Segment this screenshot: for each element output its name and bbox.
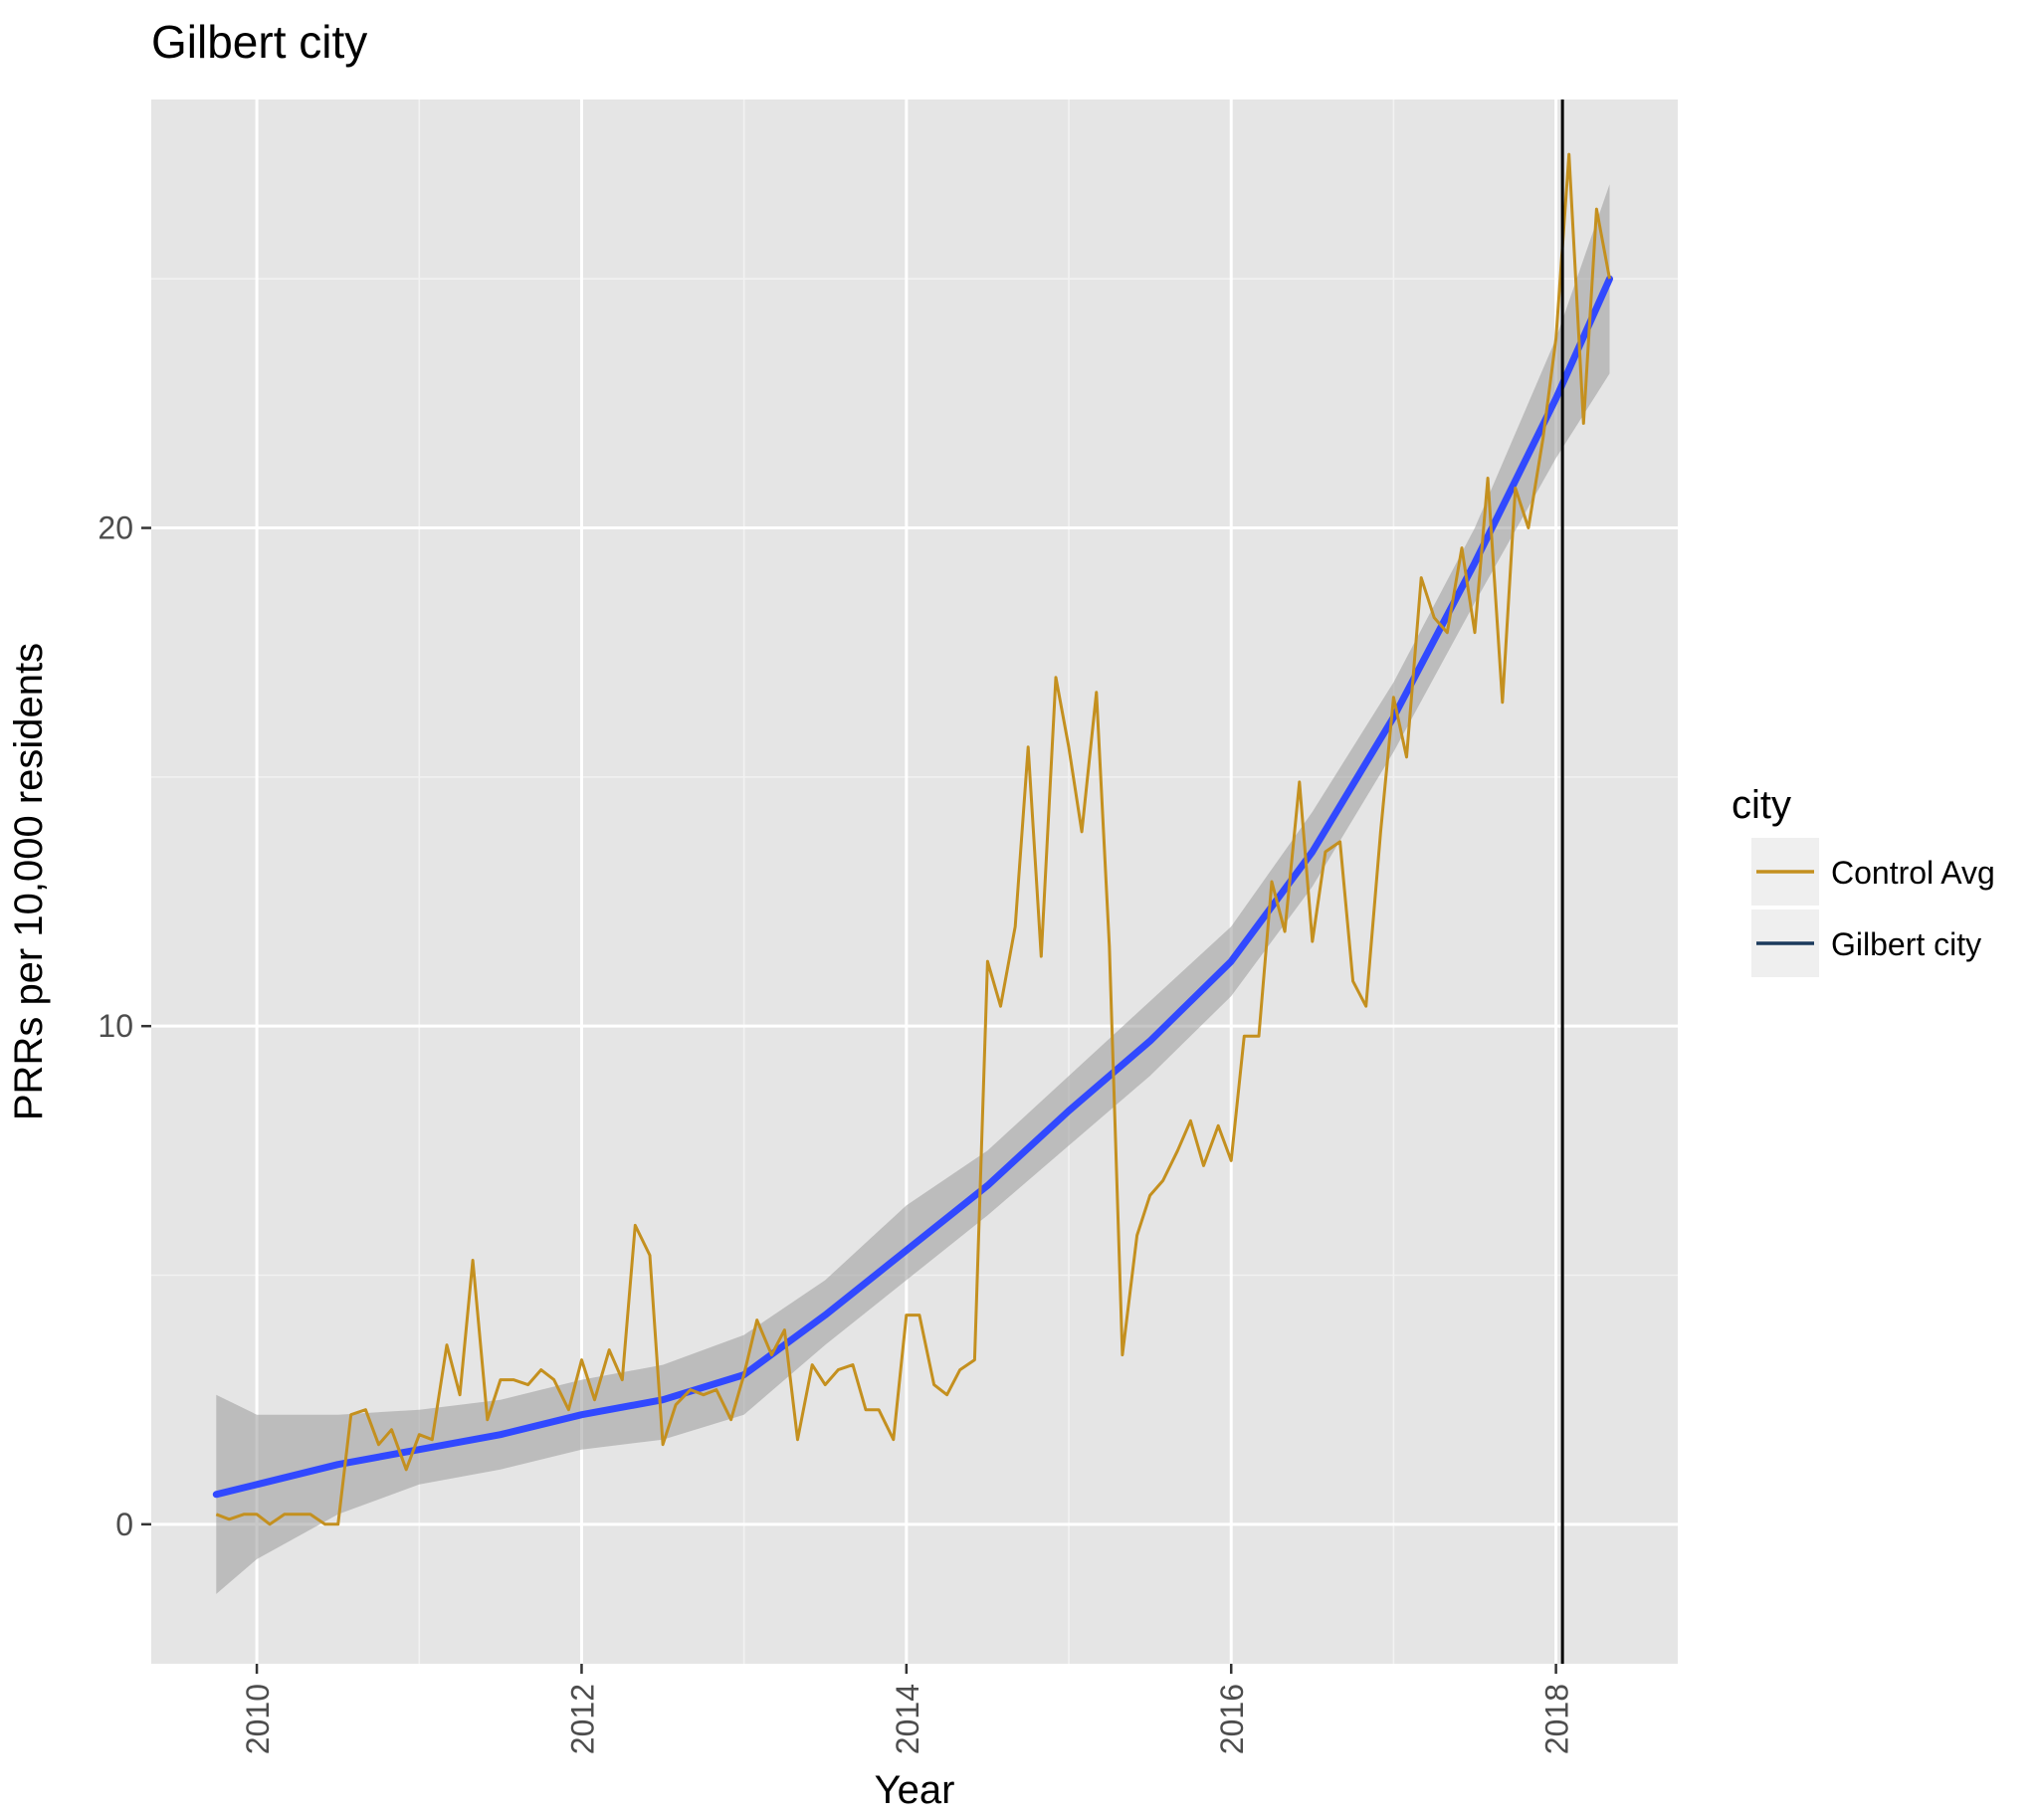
x-tick-label: 2018 [1539,1684,1575,1754]
x-axis: 2010 2012 2014 2016 2018 [240,1664,1575,1754]
smooth-fit-line [212,275,1613,1499]
legend: city Control Avg Gilbert city [1732,783,1995,977]
legend-title: city [1732,783,1791,827]
chart-title: Gilbert city [151,16,367,68]
series-layer [215,152,1611,1526]
series-line-0 [215,152,1611,1526]
x-tick-label: 2016 [1214,1684,1250,1754]
plot-panel [151,100,1678,1664]
x-tick-label: 2014 [890,1684,925,1754]
x-tick-label: 2010 [240,1684,276,1754]
legend-label-1: Gilbert city [1831,926,1981,962]
major-gridlines [151,100,1678,1664]
minor-gridlines [151,100,1678,1664]
y-tick-label: 0 [115,1507,133,1542]
y-tick-label: 10 [98,1008,133,1044]
x-axis-label: Year [875,1768,955,1812]
confidence-band [216,184,1610,1594]
legend-label-0: Control Avg [1831,855,1995,891]
smooth-layer [212,184,1613,1594]
y-axis: 0 10 20 [98,510,151,1542]
y-tick-label: 20 [98,510,133,546]
x-tick-label: 2012 [564,1684,600,1754]
y-axis-label: PRRs per 10,000 residents [7,643,51,1120]
